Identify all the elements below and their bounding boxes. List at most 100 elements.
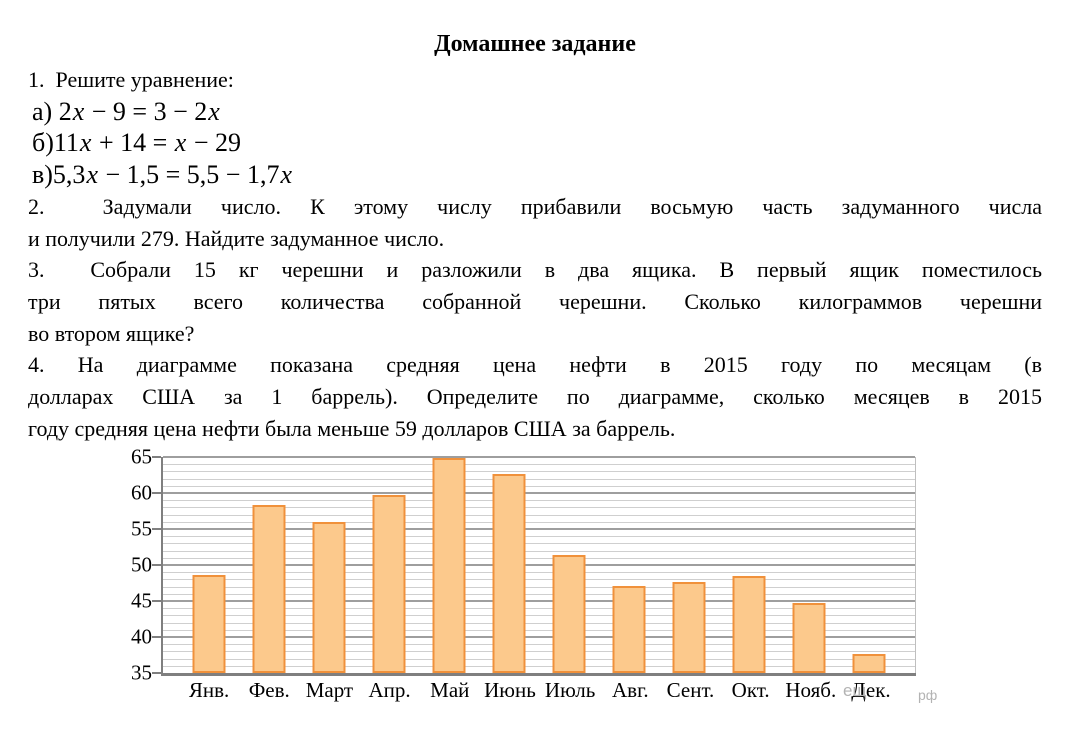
task1-equation-v: в)5,3x − 1,5 = 5,5 − 1,7x — [32, 160, 293, 190]
gridline-major — [163, 599, 915, 602]
gridline-major — [163, 564, 915, 566]
chart-bar-slot — [179, 457, 239, 673]
gridline-minor — [163, 615, 915, 617]
chart-bar-slot — [419, 457, 479, 673]
chart-bar-slot — [359, 457, 419, 673]
x-tick-label: Дек. — [851, 678, 891, 702]
y-axis-line — [161, 457, 163, 676]
gridline-major — [163, 456, 915, 458]
y-tick-label: 55 — [131, 516, 152, 541]
gridline-minor — [163, 536, 915, 538]
y-axis-tick — [152, 491, 161, 494]
gridline-minor — [163, 651, 915, 653]
x-tick-label: Сент. — [666, 678, 715, 702]
task4-line1: 4. На диаграмме показана средняя цена не… — [28, 352, 1042, 378]
chart-bar — [312, 521, 346, 673]
chart-bar-slot — [719, 457, 779, 673]
task2-line2: и получили 279. Найдите задуманное число… — [28, 225, 445, 251]
gridline-minor — [163, 471, 915, 473]
gridline-minor — [163, 629, 915, 631]
gridline-minor — [163, 485, 915, 487]
task1-equation-a: а) 2x − 9 = 3 − 2x — [32, 96, 220, 126]
y-axis-tick — [152, 456, 161, 458]
gridline-minor — [163, 665, 915, 667]
y-tick-label: 40 — [131, 624, 152, 649]
gridline-major — [163, 527, 915, 530]
chart-bar — [252, 505, 286, 673]
gridline-minor — [163, 644, 915, 646]
x-tick-label: Июль — [544, 678, 596, 702]
chart-bar — [192, 575, 226, 673]
x-tick-label: Июнь — [484, 678, 536, 702]
y-tick-label: 65 — [131, 444, 152, 469]
x-tick-label: Нояб. — [785, 678, 837, 702]
chart-bar — [372, 495, 406, 673]
homework-document: Домашнее задание 1. Решите уравнение: а)… — [28, 26, 1042, 444]
chart-bar-slot — [479, 457, 539, 673]
gridline-minor — [163, 478, 915, 480]
chart-bars-container — [179, 457, 899, 673]
y-axis-tick — [152, 636, 161, 638]
chart-bar — [852, 653, 886, 673]
task3-line1: 3. Собрали 15 кг черешни и разложили в д… — [28, 257, 1042, 283]
plot-right-border — [915, 457, 916, 673]
watermark-fragment-2: рф — [918, 687, 938, 703]
gridline-minor — [163, 572, 915, 574]
gridline-minor — [163, 586, 915, 588]
chart-bar-slot — [779, 457, 839, 673]
task3-line3: во втором ящике? — [28, 320, 195, 346]
gridline-major — [163, 636, 915, 638]
y-tick-label: 45 — [131, 588, 152, 613]
gridline-minor — [163, 500, 915, 502]
gridline-minor — [163, 658, 915, 660]
chart-bar — [792, 603, 826, 673]
gridline-minor — [163, 593, 915, 595]
gridline-major — [163, 491, 915, 494]
gridline-minor — [163, 514, 915, 516]
chart-bar-slot — [599, 457, 659, 673]
y-tick-label: 50 — [131, 552, 152, 577]
task4-line3: году средняя цена нефти была меньше 59 д… — [28, 415, 676, 441]
x-tick-label: Окт. — [731, 678, 770, 702]
chart-bar-slot — [539, 457, 599, 673]
task1-heading: 1. Решите уравнение: — [28, 67, 234, 92]
y-axis-tick — [152, 527, 161, 530]
chart-bar — [672, 581, 706, 673]
task1-equation-b: б)11x + 14 = x − 29 — [32, 128, 242, 158]
chart-bar-slot — [299, 457, 359, 673]
chart-bar — [432, 457, 466, 673]
y-axis-tick — [152, 672, 161, 674]
task3-line2: три пятых всего количества собранной чер… — [28, 288, 1042, 314]
chart-bar-slot — [239, 457, 299, 673]
gridline-minor — [163, 521, 915, 523]
x-tick-label: Фев. — [248, 678, 290, 702]
gridline-minor — [163, 622, 915, 624]
gridline-minor — [163, 608, 915, 610]
oil-price-bar-chart — [152, 456, 916, 676]
y-axis-tick — [152, 599, 161, 602]
watermark-fragment-1: ещ — [843, 681, 867, 700]
chart-bar — [612, 586, 646, 673]
y-axis-tick — [152, 564, 161, 566]
gridline-minor — [163, 464, 915, 466]
chart-bar — [552, 555, 586, 673]
x-tick-label: Янв. — [188, 678, 230, 702]
task2-line1: 2. Задумали число. К этому числу прибави… — [28, 193, 1042, 219]
chart-y-axis-labels: 35 40 45 50 55 60 65 — [100, 446, 152, 683]
chart-x-axis-labels: Янв. Фев. Март Апр. Май Июнь Июль Авг. Сент. Окт.… — [179, 678, 901, 702]
page-title: Домашнее задание — [434, 31, 636, 57]
chart-bar — [732, 575, 766, 673]
gridline-minor — [163, 507, 915, 509]
y-tick-label: 60 — [131, 480, 152, 505]
x-tick-label: Май — [430, 678, 470, 702]
task4-line2: долларах США за 1 баррель). Определите п… — [28, 384, 1042, 410]
chart-bar-slot — [659, 457, 719, 673]
chart-bar — [492, 473, 526, 673]
x-tick-label: Авг. — [612, 678, 649, 702]
gridline-minor — [163, 543, 915, 545]
gridline-minor — [163, 550, 915, 552]
chart-bar-slot — [839, 457, 899, 673]
gridline-minor — [163, 557, 915, 559]
x-tick-label: Апр. — [368, 678, 411, 702]
gridline-minor — [163, 579, 915, 581]
